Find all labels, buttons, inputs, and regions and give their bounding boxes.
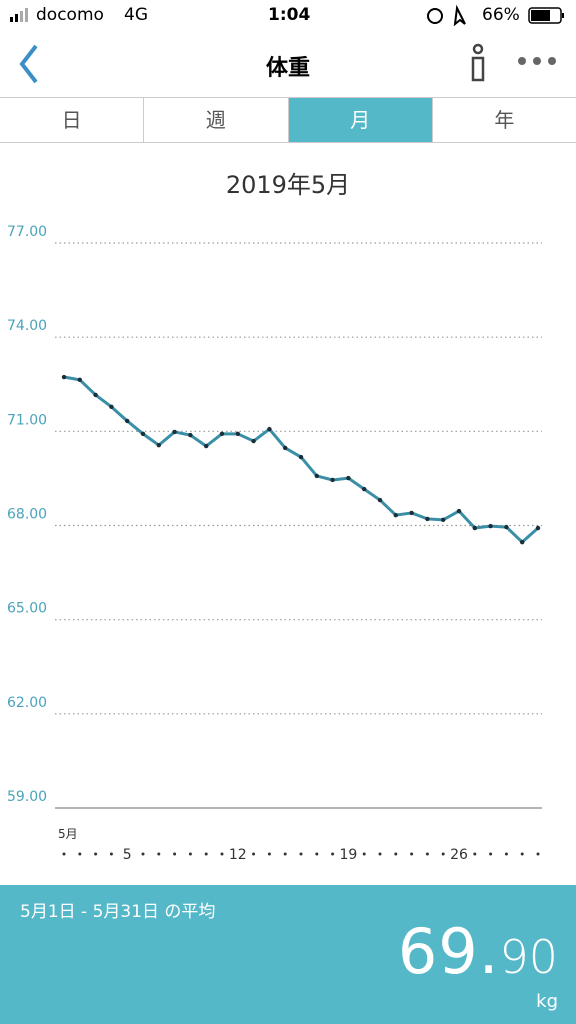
weight-point bbox=[298, 454, 304, 460]
tab-selected[interactable]: 月 bbox=[288, 98, 433, 142]
weight-point bbox=[488, 523, 493, 529]
weight-point bbox=[219, 431, 225, 437]
day-dot bbox=[410, 852, 414, 856]
day-dot bbox=[504, 852, 508, 856]
weight-point bbox=[283, 445, 288, 451]
summary-period: 5月1日 - 5月31日 の平均 bbox=[20, 902, 216, 922]
time: 1:04 bbox=[268, 5, 311, 25]
day-dot bbox=[109, 852, 113, 856]
average-decimal: 90 bbox=[499, 930, 558, 984]
day-dot bbox=[394, 852, 398, 856]
chart: 2019年5月 59.00 62.00 65.00 68.00 71.00 74.00 77… bbox=[7, 171, 542, 863]
x-tick-label: 5 bbox=[123, 847, 132, 863]
weight-point bbox=[188, 432, 193, 438]
info-button[interactable] bbox=[466, 42, 490, 92]
weight-point bbox=[472, 525, 477, 531]
day-dot bbox=[188, 852, 192, 856]
day-dot bbox=[425, 852, 429, 856]
day-dot bbox=[62, 852, 66, 856]
nav-bar: 体重 bbox=[0, 32, 576, 96]
day-dot bbox=[315, 852, 319, 856]
weight-point bbox=[156, 442, 161, 448]
day-dot bbox=[267, 852, 271, 856]
weight-point bbox=[346, 475, 351, 481]
tab-bar: 日 週 月 年 bbox=[0, 97, 576, 143]
weight-point bbox=[425, 516, 430, 522]
weight-point bbox=[140, 431, 146, 437]
day-dot bbox=[536, 852, 540, 856]
weight-point bbox=[377, 497, 383, 503]
x-tick-label: 26 bbox=[450, 847, 468, 863]
weight-point bbox=[251, 438, 256, 444]
weight-point bbox=[330, 477, 335, 483]
average-integer: 69. bbox=[397, 915, 500, 988]
y-tick-label: 74.00 bbox=[7, 318, 47, 334]
day-dot bbox=[220, 852, 224, 856]
weight-point bbox=[61, 374, 67, 380]
average-value: 69.90 bbox=[398, 915, 558, 988]
nav-title: 体重 bbox=[265, 56, 310, 81]
day-dot bbox=[204, 852, 208, 856]
weight-point bbox=[504, 524, 509, 530]
weight-point bbox=[77, 377, 83, 383]
weight-point bbox=[393, 512, 398, 518]
battery-icon bbox=[528, 7, 564, 24]
day-dot bbox=[157, 852, 161, 856]
tab[interactable]: 日 bbox=[0, 98, 145, 142]
day-dot bbox=[173, 852, 177, 856]
y-tick-label: 65.00 bbox=[7, 601, 47, 617]
day-dot bbox=[283, 852, 287, 856]
unit: kg bbox=[536, 991, 558, 1012]
weight-point bbox=[93, 392, 98, 398]
x-tick-label: 12 bbox=[229, 847, 247, 863]
day-dot bbox=[78, 852, 82, 856]
chart-title: 2019年5月 bbox=[226, 171, 350, 199]
weight-point bbox=[172, 429, 177, 435]
day-dot bbox=[331, 852, 335, 856]
weight-point bbox=[535, 525, 541, 531]
tab[interactable]: 週 bbox=[144, 98, 289, 142]
day-dot bbox=[473, 852, 477, 856]
weight-point bbox=[441, 517, 446, 523]
signal-icon bbox=[10, 8, 28, 22]
day-dot bbox=[489, 852, 493, 856]
status-icons bbox=[427, 4, 466, 27]
day-dot bbox=[299, 852, 303, 856]
weight-point bbox=[267, 426, 272, 432]
day-dot bbox=[378, 852, 382, 856]
weight-point bbox=[409, 510, 414, 516]
y-tick-label: 62.00 bbox=[7, 695, 47, 711]
network: 4G bbox=[124, 5, 148, 25]
weight-point bbox=[125, 418, 130, 424]
day-dot bbox=[441, 852, 445, 856]
y-tick-label: 71.00 bbox=[7, 412, 47, 428]
weight-point bbox=[362, 486, 367, 492]
weight-point bbox=[456, 508, 462, 514]
carrier: docomo bbox=[36, 5, 104, 25]
weight-line bbox=[63, 375, 539, 544]
summary: 5月1日 - 5月31日 の平均 69.90 kg bbox=[0, 885, 576, 1024]
day-dot bbox=[362, 852, 366, 856]
weight-point bbox=[235, 431, 240, 437]
battery-level: 66% bbox=[482, 5, 520, 25]
weight-point bbox=[109, 404, 114, 410]
y-tick-label: 59.00 bbox=[7, 789, 47, 805]
day-dot bbox=[520, 852, 524, 856]
x-start-label: 5月 bbox=[58, 827, 78, 841]
back-button[interactable] bbox=[10, 36, 50, 96]
x-tick-label: 19 bbox=[339, 847, 357, 863]
y-tick-label: 68.00 bbox=[7, 507, 47, 523]
day-dot bbox=[94, 852, 98, 856]
status-bar: docomo 4G 1:04 66% bbox=[0, 0, 576, 32]
weight-point bbox=[314, 473, 319, 479]
weight-point bbox=[204, 443, 209, 449]
day-dot bbox=[141, 852, 145, 856]
more-button[interactable] bbox=[516, 52, 560, 72]
tab[interactable]: 年 bbox=[494, 108, 515, 132]
weight-point bbox=[520, 539, 525, 545]
y-tick-label: 77.00 bbox=[7, 224, 47, 240]
day-dot bbox=[252, 852, 256, 856]
